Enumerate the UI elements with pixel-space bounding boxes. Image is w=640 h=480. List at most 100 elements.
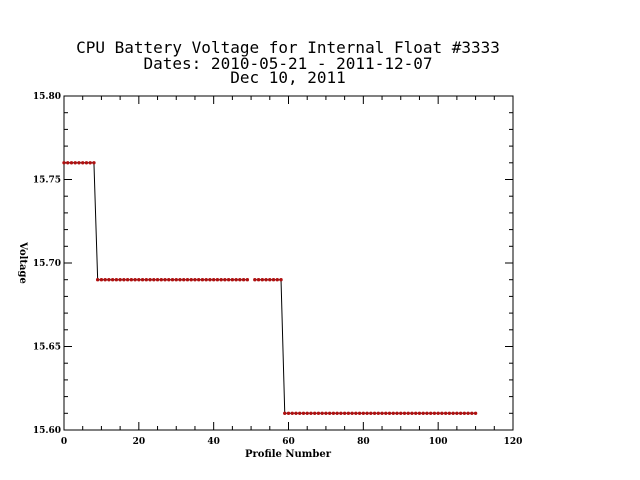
data-point	[447, 411, 452, 415]
x-axis-ticks: 0 20 40 60 80 100 120	[61, 96, 523, 447]
data-point	[339, 411, 343, 415]
data-point	[62, 161, 66, 165]
data-point	[159, 278, 163, 282]
data-point	[219, 278, 223, 282]
data-point	[129, 278, 134, 282]
data-point	[234, 278, 238, 282]
data-point	[361, 411, 366, 415]
x-tick-label: 100	[429, 437, 448, 447]
y-tick-label: 15.80	[33, 92, 61, 102]
x-tick-label: 80	[357, 437, 370, 447]
data-point	[406, 411, 410, 415]
data-point	[200, 278, 205, 282]
chart-title: CPU Battery Voltage for Internal Float #…	[76, 38, 500, 57]
y-tick-label: 15.60	[33, 426, 61, 436]
series-line	[254, 279, 476, 414]
data-point	[470, 411, 474, 415]
data-point	[137, 278, 141, 282]
data-point	[402, 411, 407, 415]
data-point	[92, 161, 96, 165]
data-point	[125, 278, 130, 282]
data-point	[256, 278, 261, 282]
data-point	[114, 278, 119, 282]
data-point	[189, 278, 193, 282]
data-point	[414, 411, 418, 415]
data-point	[458, 411, 463, 415]
x-tick-label: 60	[282, 437, 295, 447]
data-point	[103, 278, 107, 282]
data-point	[327, 411, 332, 415]
data-point	[238, 278, 242, 282]
data-point	[88, 161, 92, 165]
data-point	[99, 278, 104, 282]
data-point	[144, 278, 149, 282]
data-point	[309, 411, 313, 415]
x-tick-label: 40	[207, 437, 220, 447]
data-point	[395, 411, 399, 415]
data-point	[286, 411, 291, 415]
data-point	[107, 278, 111, 282]
data-point	[241, 278, 246, 282]
data-point	[275, 278, 279, 282]
data-point	[84, 161, 89, 165]
data-point	[152, 278, 156, 282]
data-point	[290, 411, 294, 415]
data-point	[148, 278, 152, 282]
data-point	[174, 278, 178, 282]
data-point	[432, 411, 437, 415]
data-point	[301, 411, 306, 415]
chart-subtitle-dates: Dates: 2010-05-21 - 2011-12-07	[144, 54, 433, 73]
chart-subtitle-date: Dec 10, 2011	[230, 68, 346, 87]
data-point	[466, 411, 470, 415]
x-tick-label: 120	[504, 437, 523, 447]
data-point	[436, 411, 440, 415]
data-point	[410, 411, 414, 415]
data-point	[346, 411, 351, 415]
series-line	[64, 162, 248, 281]
data-point	[226, 278, 231, 282]
data-point	[462, 411, 467, 415]
data-point	[279, 278, 283, 282]
plot-frame	[63, 95, 514, 431]
data-point	[69, 161, 74, 165]
data-point	[211, 278, 216, 282]
data-point	[380, 411, 384, 415]
data-point	[155, 278, 160, 282]
data-point	[230, 278, 235, 282]
data-point	[324, 411, 328, 415]
data-point	[391, 411, 395, 415]
data-point	[245, 278, 250, 282]
data-point	[197, 278, 201, 282]
data-point	[320, 411, 324, 415]
data-point	[350, 411, 354, 415]
data-point	[399, 411, 403, 415]
x-tick-label: 0	[61, 437, 67, 447]
data-point	[365, 411, 369, 415]
data-point	[298, 411, 302, 415]
data-series	[62, 161, 478, 415]
data-point	[185, 278, 190, 282]
data-point	[208, 278, 212, 282]
x-axis-label: Profile Number	[245, 449, 332, 460]
data-point	[425, 411, 429, 415]
data-point	[417, 411, 422, 415]
y-tick-label: 15.65	[33, 343, 61, 353]
data-point	[66, 161, 70, 165]
data-point	[223, 278, 227, 282]
data-point	[215, 278, 220, 282]
data-point	[283, 411, 287, 415]
data-point	[312, 411, 317, 415]
data-point	[376, 411, 380, 415]
data-point	[268, 278, 272, 282]
data-point	[110, 278, 115, 282]
data-point	[473, 411, 478, 415]
data-point	[140, 278, 145, 282]
data-point	[260, 278, 265, 282]
data-point	[253, 278, 257, 282]
data-point	[264, 278, 268, 282]
data-point	[204, 278, 208, 282]
y-axis-ticks: 15.60 15.65 15.70 15.75 15.80	[33, 92, 513, 436]
data-point	[342, 411, 347, 415]
data-point	[182, 278, 186, 282]
